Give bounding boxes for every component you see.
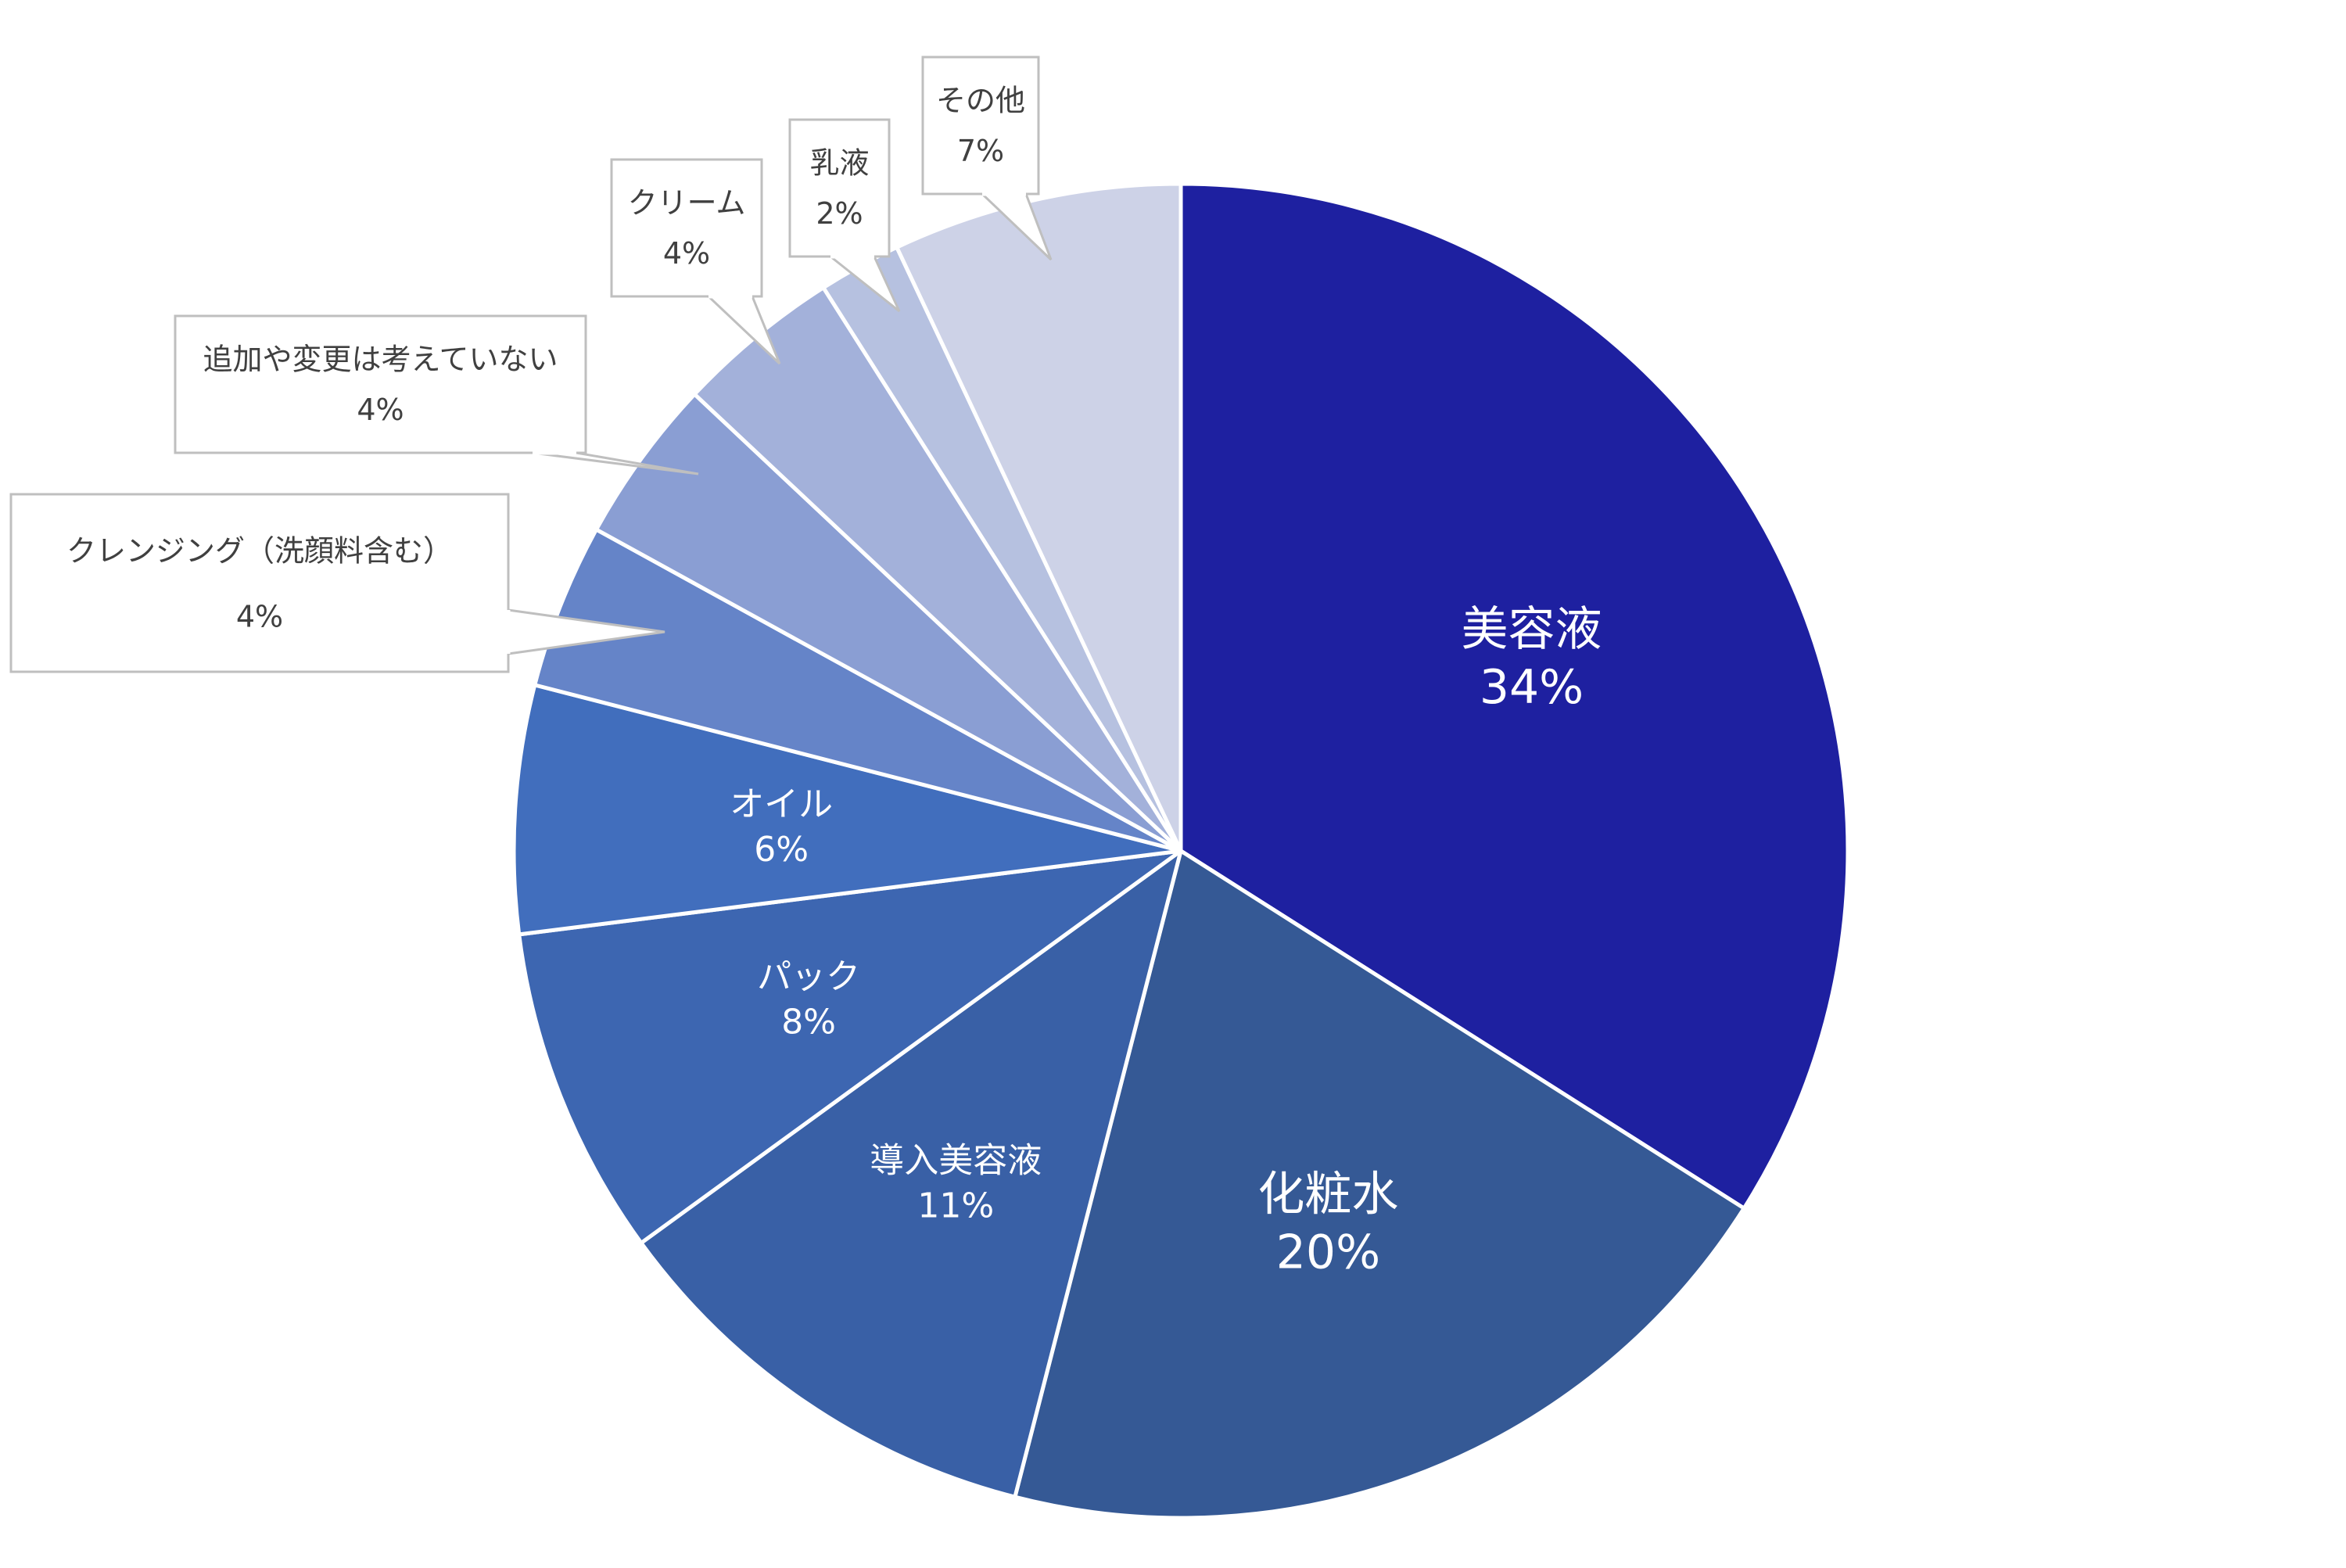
- callout: 乳液 2%: [788, 118, 901, 313]
- slice-label: 導入美容液: [870, 1140, 1042, 1180]
- pie-slice: [517, 849, 1183, 1245]
- callout-value: 2%: [816, 196, 863, 231]
- slice-value-label: 11%: [917, 1186, 994, 1225]
- callout-label: クリーム: [628, 185, 746, 220]
- pie-slice: [895, 181, 1183, 853]
- pie-slice: [533, 527, 1183, 853]
- callout-box: [788, 118, 891, 258]
- callout-label: 乳液: [809, 145, 869, 180]
- slice-label: パック: [757, 956, 860, 996]
- callout-value: 4%: [663, 236, 710, 271]
- callout-value: 4%: [236, 599, 283, 633]
- slice-label: 美容液: [1462, 602, 1602, 657]
- callout-label: クレンジング（洗顔料含む）: [66, 533, 453, 568]
- slice-label: 化粧水: [1257, 1167, 1398, 1222]
- callout-label: その他: [936, 83, 1025, 117]
- slice-value-label: 20%: [1276, 1225, 1380, 1279]
- callout-value: 4%: [357, 393, 404, 427]
- pie-slice: [511, 683, 1183, 937]
- slice-value-label: 6%: [754, 830, 809, 870]
- callout: その他 7%: [921, 56, 1053, 261]
- pie-slice: [1013, 849, 1746, 1520]
- pie-slice: [1178, 181, 1850, 1211]
- callout: クレンジング（洗顔料含む） 4%: [9, 493, 665, 673]
- pie-slice: [594, 392, 1183, 853]
- callout: 追加や変更は考えていない 4%: [174, 314, 699, 475]
- slice-label: オイル: [730, 784, 833, 824]
- callout-box: [610, 158, 763, 298]
- pie-slice: [639, 849, 1183, 1499]
- callout-box: [174, 314, 587, 454]
- callout: クリーム 4%: [610, 158, 781, 365]
- callout-label: 追加や変更は考えていない: [203, 342, 558, 376]
- callouts-layer: クレンジング（洗顔料含む） 4% 追加や変更は考えていない 4% クリーム 4% 乳液 2% そ…: [9, 56, 1053, 673]
- callout-box: [9, 493, 510, 673]
- slices-layer: [511, 181, 1850, 1520]
- callout-value: 7%: [957, 134, 1004, 168]
- callout-box: [921, 56, 1040, 196]
- slice-value-label: 34%: [1480, 660, 1584, 715]
- slice-value-label: 8%: [781, 1002, 836, 1042]
